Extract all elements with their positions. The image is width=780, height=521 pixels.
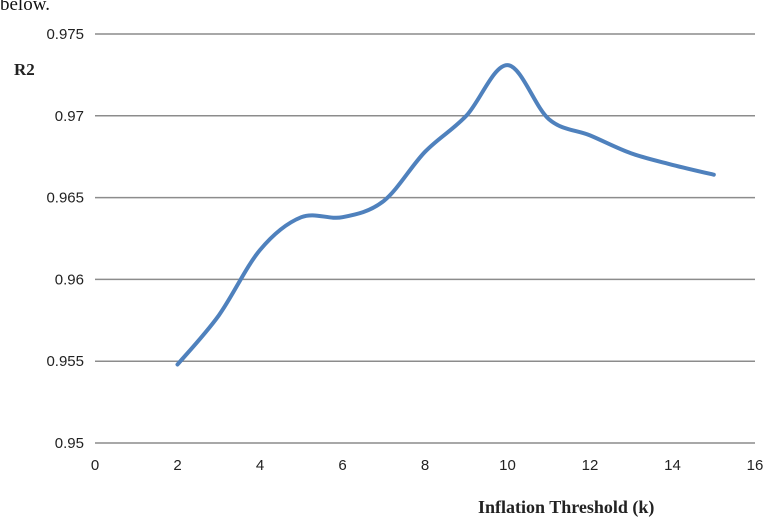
y-tick-label: 0.955 [46, 353, 84, 370]
x-axis-title: Inflation Threshold (k) [478, 497, 654, 518]
x-tick-label: 14 [664, 457, 681, 474]
x-tick-label: 10 [499, 457, 516, 474]
y-axis-title: R2 [14, 60, 35, 79]
y-tick-label: 0.95 [55, 435, 84, 452]
y-tick-label: 0.97 [55, 108, 84, 125]
x-tick-label: 6 [338, 457, 346, 474]
y-axis-ticks: 0.95 0.955 0.96 0.965 0.97 0.975 [46, 26, 84, 452]
x-tick-label: 8 [421, 457, 429, 474]
y-tick-label: 0.975 [46, 26, 84, 43]
y-tick-label: 0.96 [55, 271, 84, 288]
x-tick-label: 12 [582, 457, 599, 474]
y-tick-label: 0.965 [46, 190, 84, 207]
x-tick-label: 4 [256, 457, 264, 474]
gridlines [95, 34, 755, 443]
x-axis-ticks: 0 2 4 6 8 10 12 14 16 [91, 457, 764, 474]
x-tick-label: 16 [747, 457, 764, 474]
x-tick-label: 0 [91, 457, 99, 474]
x-tick-label: 2 [173, 457, 181, 474]
r2-series-line [178, 65, 714, 364]
